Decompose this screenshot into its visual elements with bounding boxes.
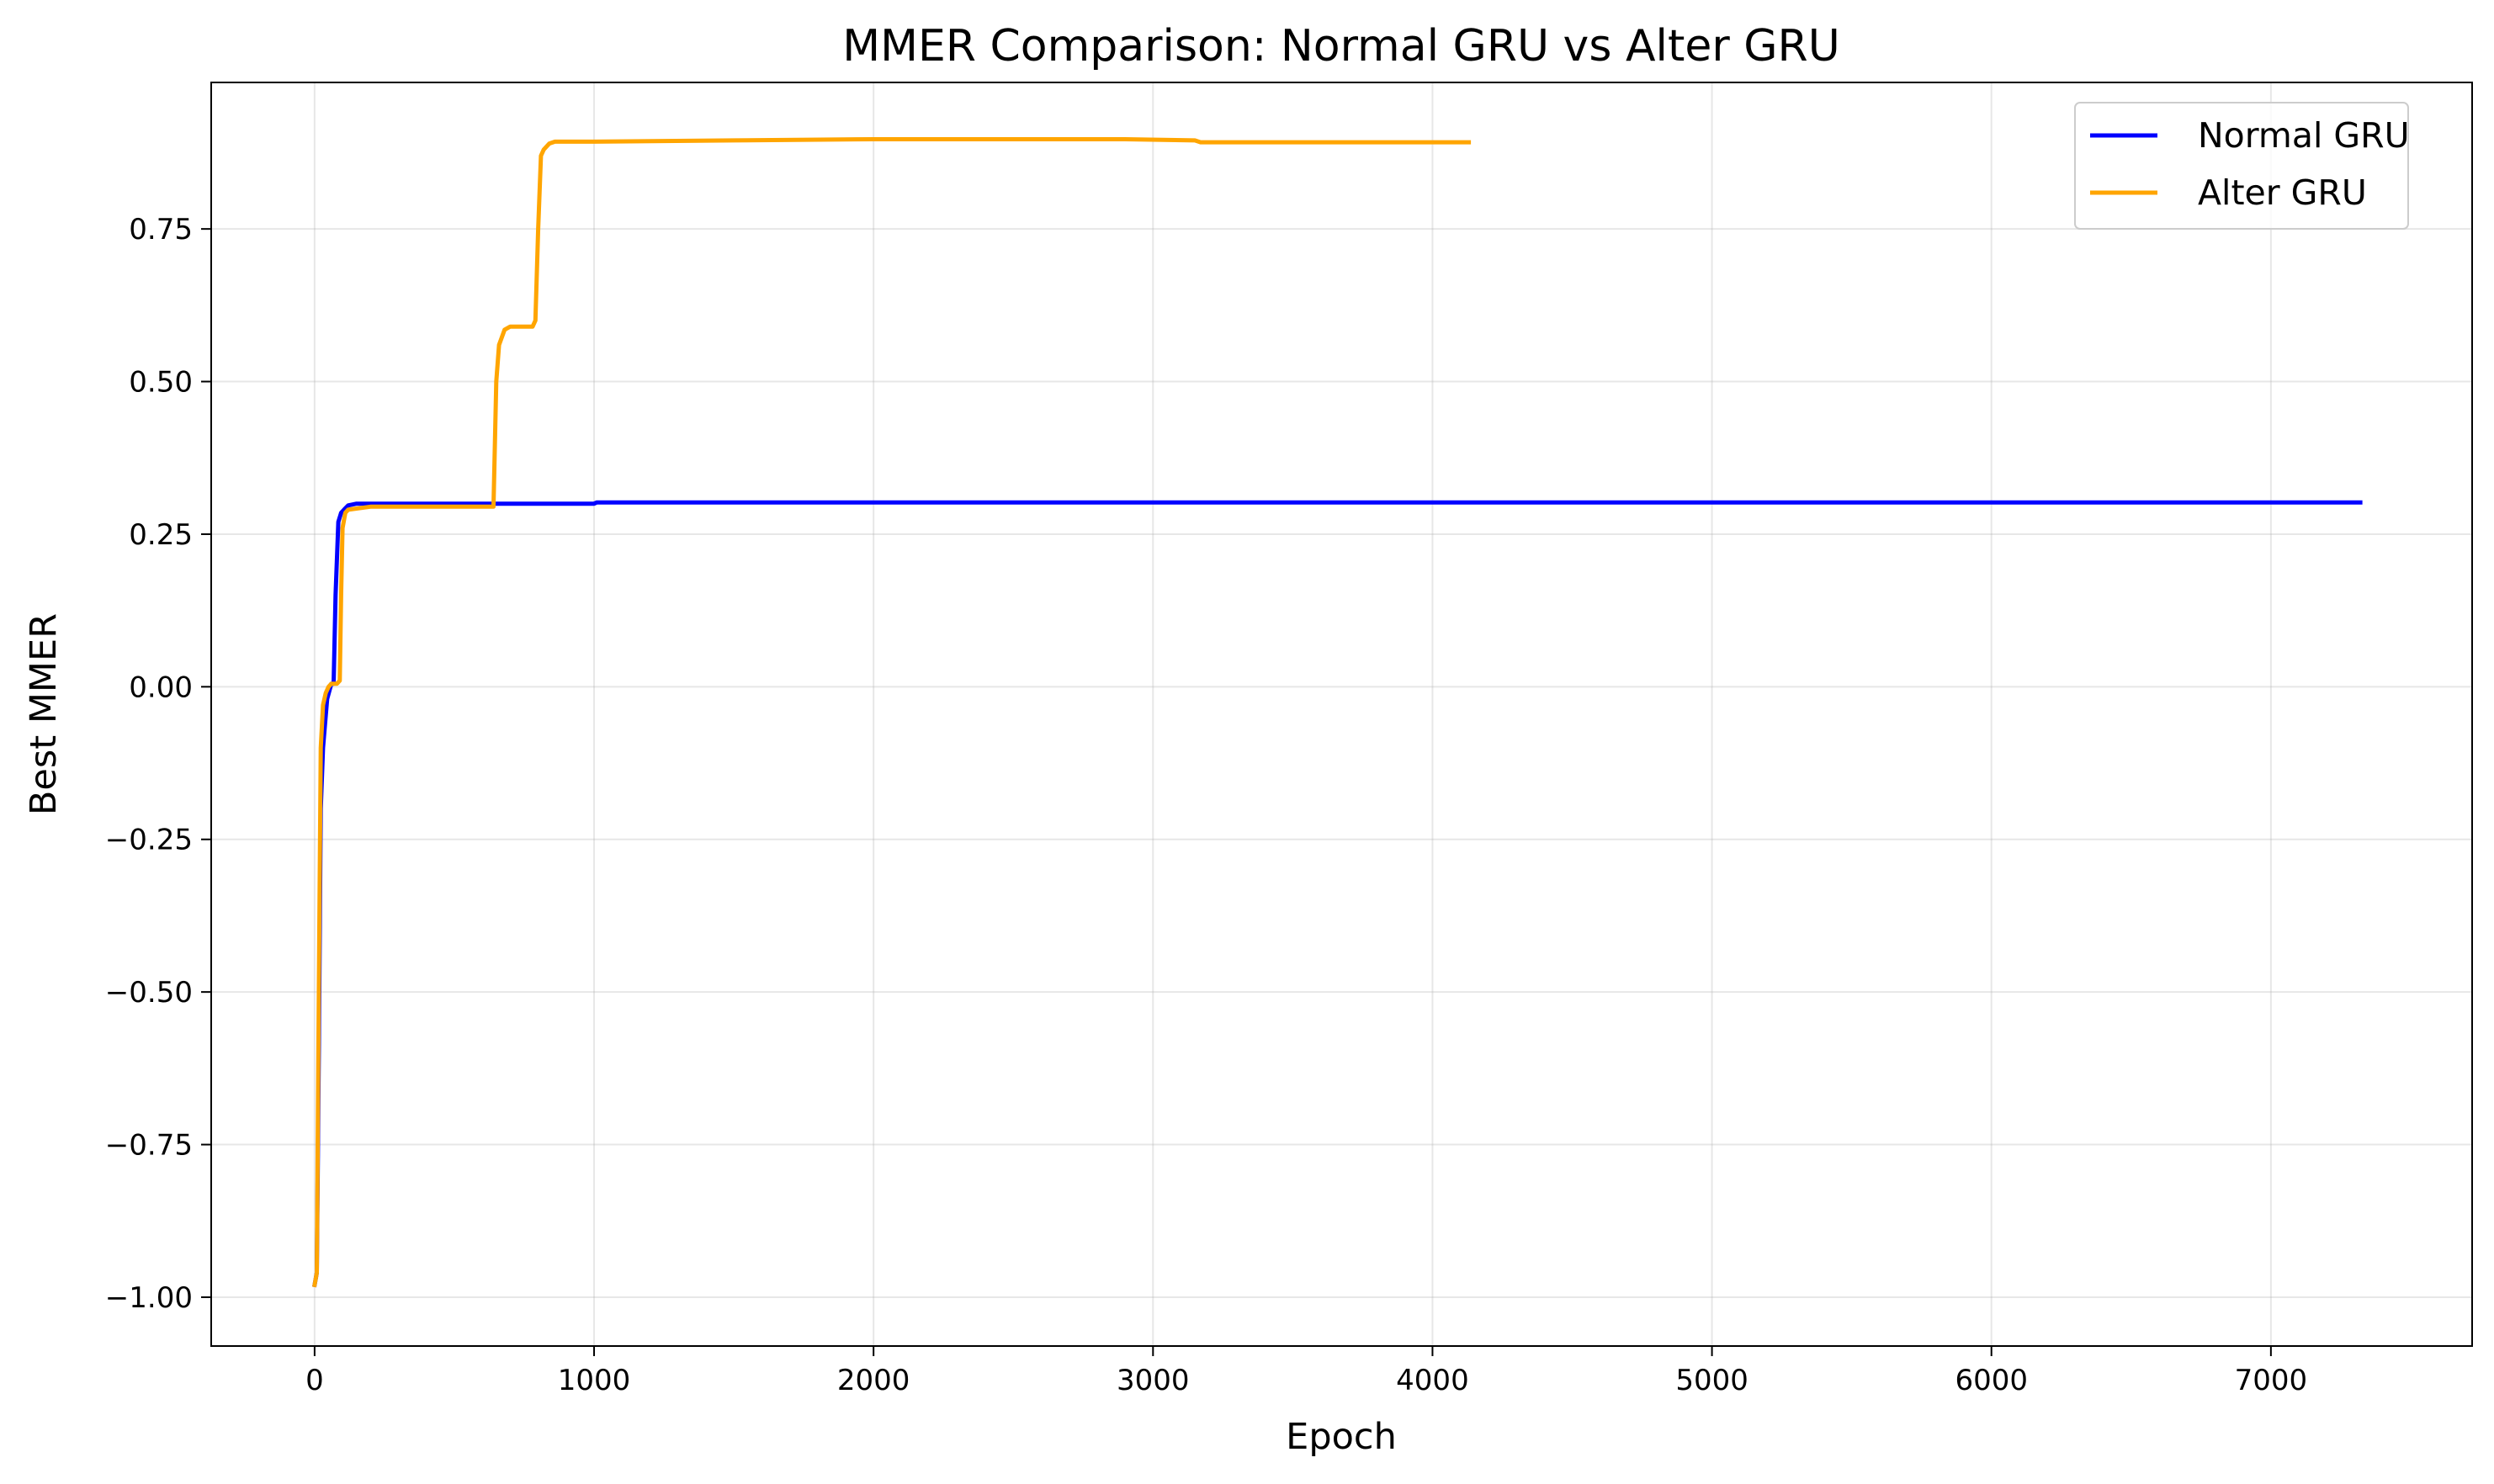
y-tick-label: −1.00 (105, 1281, 193, 1315)
y-tick-label: −0.75 (105, 1129, 193, 1163)
x-tick-label: 3000 (1117, 1364, 1190, 1397)
series-line-normal-gru (311, 500, 2363, 1288)
x-tick-label: 0 (305, 1364, 324, 1397)
x-tick-label: 7000 (2235, 1364, 2308, 1397)
legend: Normal GRU Alter GRU (2074, 102, 2410, 230)
y-tick-label: 0.25 (129, 518, 193, 552)
y-tick-label: −0.50 (105, 976, 193, 1010)
grid-lines (211, 82, 2472, 1346)
chart-title: MMER Comparison: Normal GRU vs Alter GRU (842, 21, 1840, 72)
x-tick-label: 1000 (558, 1364, 631, 1397)
y-axis-ticks: −1.00 −0.75 −0.50 −0.25 0.00 0.25 0.50 0.75 (105, 213, 211, 1315)
x-axis-label: Epoch (1286, 1416, 1397, 1458)
x-axis-ticks: 0 1000 2000 3000 4000 5000 6000 7000 (305, 1346, 2307, 1397)
x-tick-label: 2000 (837, 1364, 910, 1397)
y-tick-label: −0.25 (105, 824, 193, 857)
x-tick-label: 6000 (1955, 1364, 2028, 1397)
legend-label-alter-gru: Alter GRU (2198, 172, 2367, 213)
y-tick-label: 0.50 (129, 366, 193, 400)
legend-box (2074, 102, 2409, 230)
legend-label-normal-gru: Normal GRU (2198, 115, 2410, 156)
y-axis-label: Best MMER (23, 613, 65, 815)
x-tick-label: 4000 (1396, 1364, 1469, 1397)
series-lines (311, 137, 2363, 1288)
x-tick-label: 5000 (1675, 1364, 1748, 1397)
y-tick-label: 0.75 (129, 213, 193, 246)
plot-area-frame (210, 82, 2473, 1347)
y-tick-label: 0.00 (129, 670, 193, 704)
series-line-alter-gru (311, 137, 1472, 1288)
